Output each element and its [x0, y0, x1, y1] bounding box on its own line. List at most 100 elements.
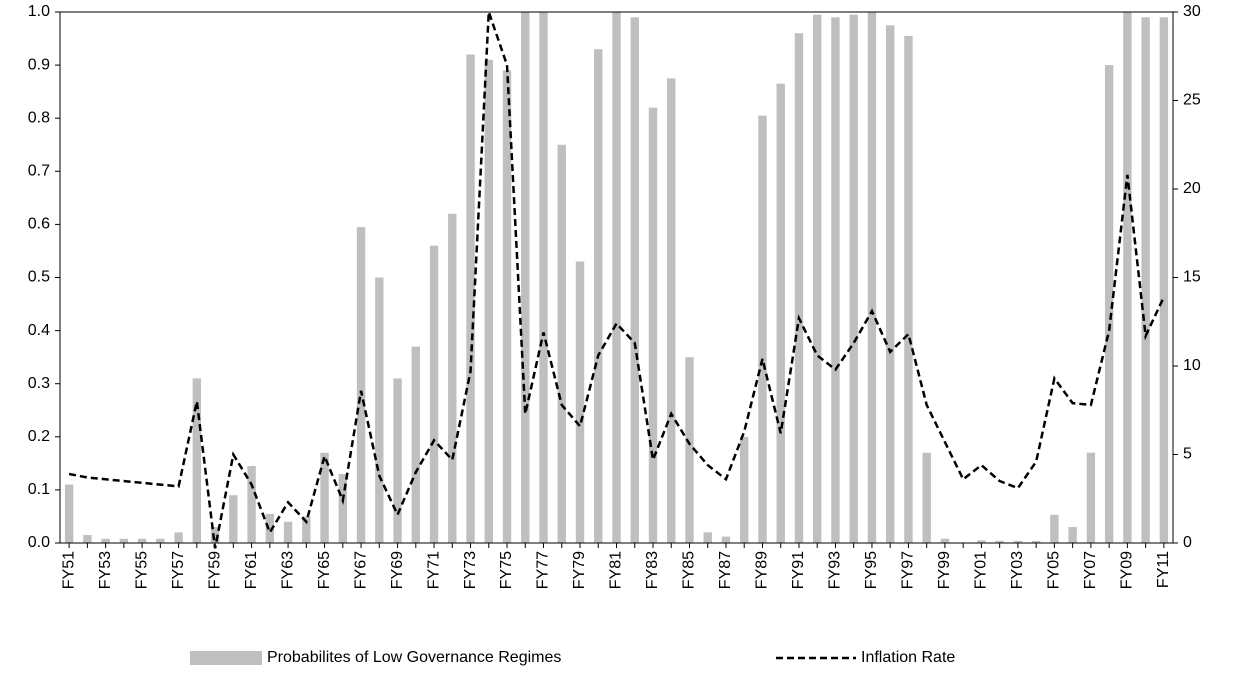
bar [721, 536, 731, 543]
x-tick-label: FY91 [790, 551, 807, 589]
bar [156, 538, 165, 543]
x-tick-label: FY07 [1082, 551, 1099, 589]
bar [740, 436, 749, 543]
x-tick-label: FY11 [1155, 551, 1172, 588]
x-tick-label: FY77 [535, 551, 552, 589]
bar [575, 261, 585, 543]
x-tick-label: FY99 [936, 551, 953, 589]
x-tick-label: FY03 [1009, 551, 1026, 589]
bar [977, 540, 986, 543]
x-tick-label: FY53 [97, 551, 114, 589]
x-tick-label: FY79 [571, 551, 588, 589]
bar [210, 527, 220, 543]
bar [320, 452, 329, 543]
y-tick-label: 0.6 [28, 216, 50, 233]
y2-tick-label: 25 [1183, 92, 1201, 109]
y2-tick-label: 5 [1183, 446, 1192, 463]
y2-tick-label: 10 [1183, 357, 1201, 374]
bar [995, 540, 1004, 543]
y-tick-label: 0.3 [28, 375, 50, 392]
bar [1104, 65, 1114, 543]
y2-tick-label: 15 [1183, 269, 1201, 286]
bar [1086, 452, 1096, 543]
bar [429, 245, 439, 543]
bar [703, 532, 712, 543]
bar [776, 83, 785, 543]
bar [502, 70, 512, 543]
x-tick-label: FY57 [170, 551, 187, 589]
x-tick-label: FY73 [462, 551, 479, 589]
bar [448, 213, 457, 543]
bar [648, 107, 658, 543]
x-tick-label: FY01 [973, 551, 990, 589]
legend-swatch [190, 651, 262, 665]
x-tick-label: FY67 [352, 551, 369, 589]
bar [904, 35, 913, 544]
bar [1068, 527, 1077, 543]
x-tick-label: FY65 [316, 551, 333, 589]
x-tick-label: FY75 [498, 551, 515, 589]
y2-tick-label: 20 [1183, 180, 1201, 197]
y-tick-label: 0.0 [28, 534, 50, 551]
bar [557, 144, 566, 543]
bar [484, 59, 493, 543]
x-tick-label: FY59 [206, 551, 223, 589]
bar [612, 12, 621, 543]
bar [192, 378, 202, 543]
x-tick-label: FY97 [900, 551, 917, 589]
bar [813, 14, 822, 543]
bar [521, 12, 530, 543]
y-tick-label: 0.1 [28, 481, 50, 498]
y2-tick-label: 0 [1183, 534, 1192, 551]
bar [849, 14, 858, 543]
x-tick-label: FY09 [1119, 551, 1136, 589]
x-tick-label: FY87 [717, 551, 734, 589]
x-tick-label: FY89 [754, 551, 771, 589]
bar [1123, 12, 1132, 543]
legend-label: Probabilites of Low Governance Regimes [267, 649, 561, 666]
bar [83, 535, 92, 543]
bar [867, 12, 877, 543]
y-tick-label: 0.2 [28, 428, 50, 445]
x-tick-label: FY61 [243, 551, 260, 589]
bar [758, 115, 767, 544]
bar [1141, 17, 1150, 544]
bar [247, 466, 256, 543]
y-tick-label: 1.0 [28, 3, 50, 20]
bar [356, 227, 366, 543]
bar [630, 17, 639, 544]
bar [685, 357, 694, 543]
bar [1013, 540, 1023, 543]
x-tick-label: FY51 [60, 551, 77, 589]
bar [539, 12, 548, 543]
bar [265, 513, 275, 543]
y-tick-label: 0.4 [28, 322, 50, 339]
bar [667, 78, 676, 543]
line [68, 11, 1166, 549]
x-tick-label: FY95 [863, 551, 880, 589]
bar [922, 452, 931, 543]
bar [283, 521, 293, 543]
bar [1050, 514, 1059, 543]
bar [174, 532, 183, 543]
bar [119, 538, 129, 543]
bar [831, 17, 840, 544]
x-tick-label: FY83 [644, 551, 661, 589]
bar [137, 538, 147, 543]
x-tick-label: FY93 [827, 551, 844, 589]
bar [411, 346, 420, 543]
bar [229, 495, 238, 543]
bar [338, 473, 348, 543]
bar [885, 25, 895, 543]
legend-label: Inflation Rate [861, 649, 955, 666]
x-tick-label: FY63 [279, 551, 296, 589]
x-tick-label: FY71 [425, 551, 442, 589]
x-tick-label: FY55 [133, 551, 150, 589]
bar [794, 33, 804, 544]
y-tick-label: 0.5 [28, 269, 50, 286]
bar [375, 277, 384, 543]
x-tick-label: FY81 [608, 551, 625, 589]
y2-tick-label: 30 [1183, 3, 1201, 20]
x-tick-label: FY69 [389, 551, 406, 589]
bar [302, 516, 311, 543]
